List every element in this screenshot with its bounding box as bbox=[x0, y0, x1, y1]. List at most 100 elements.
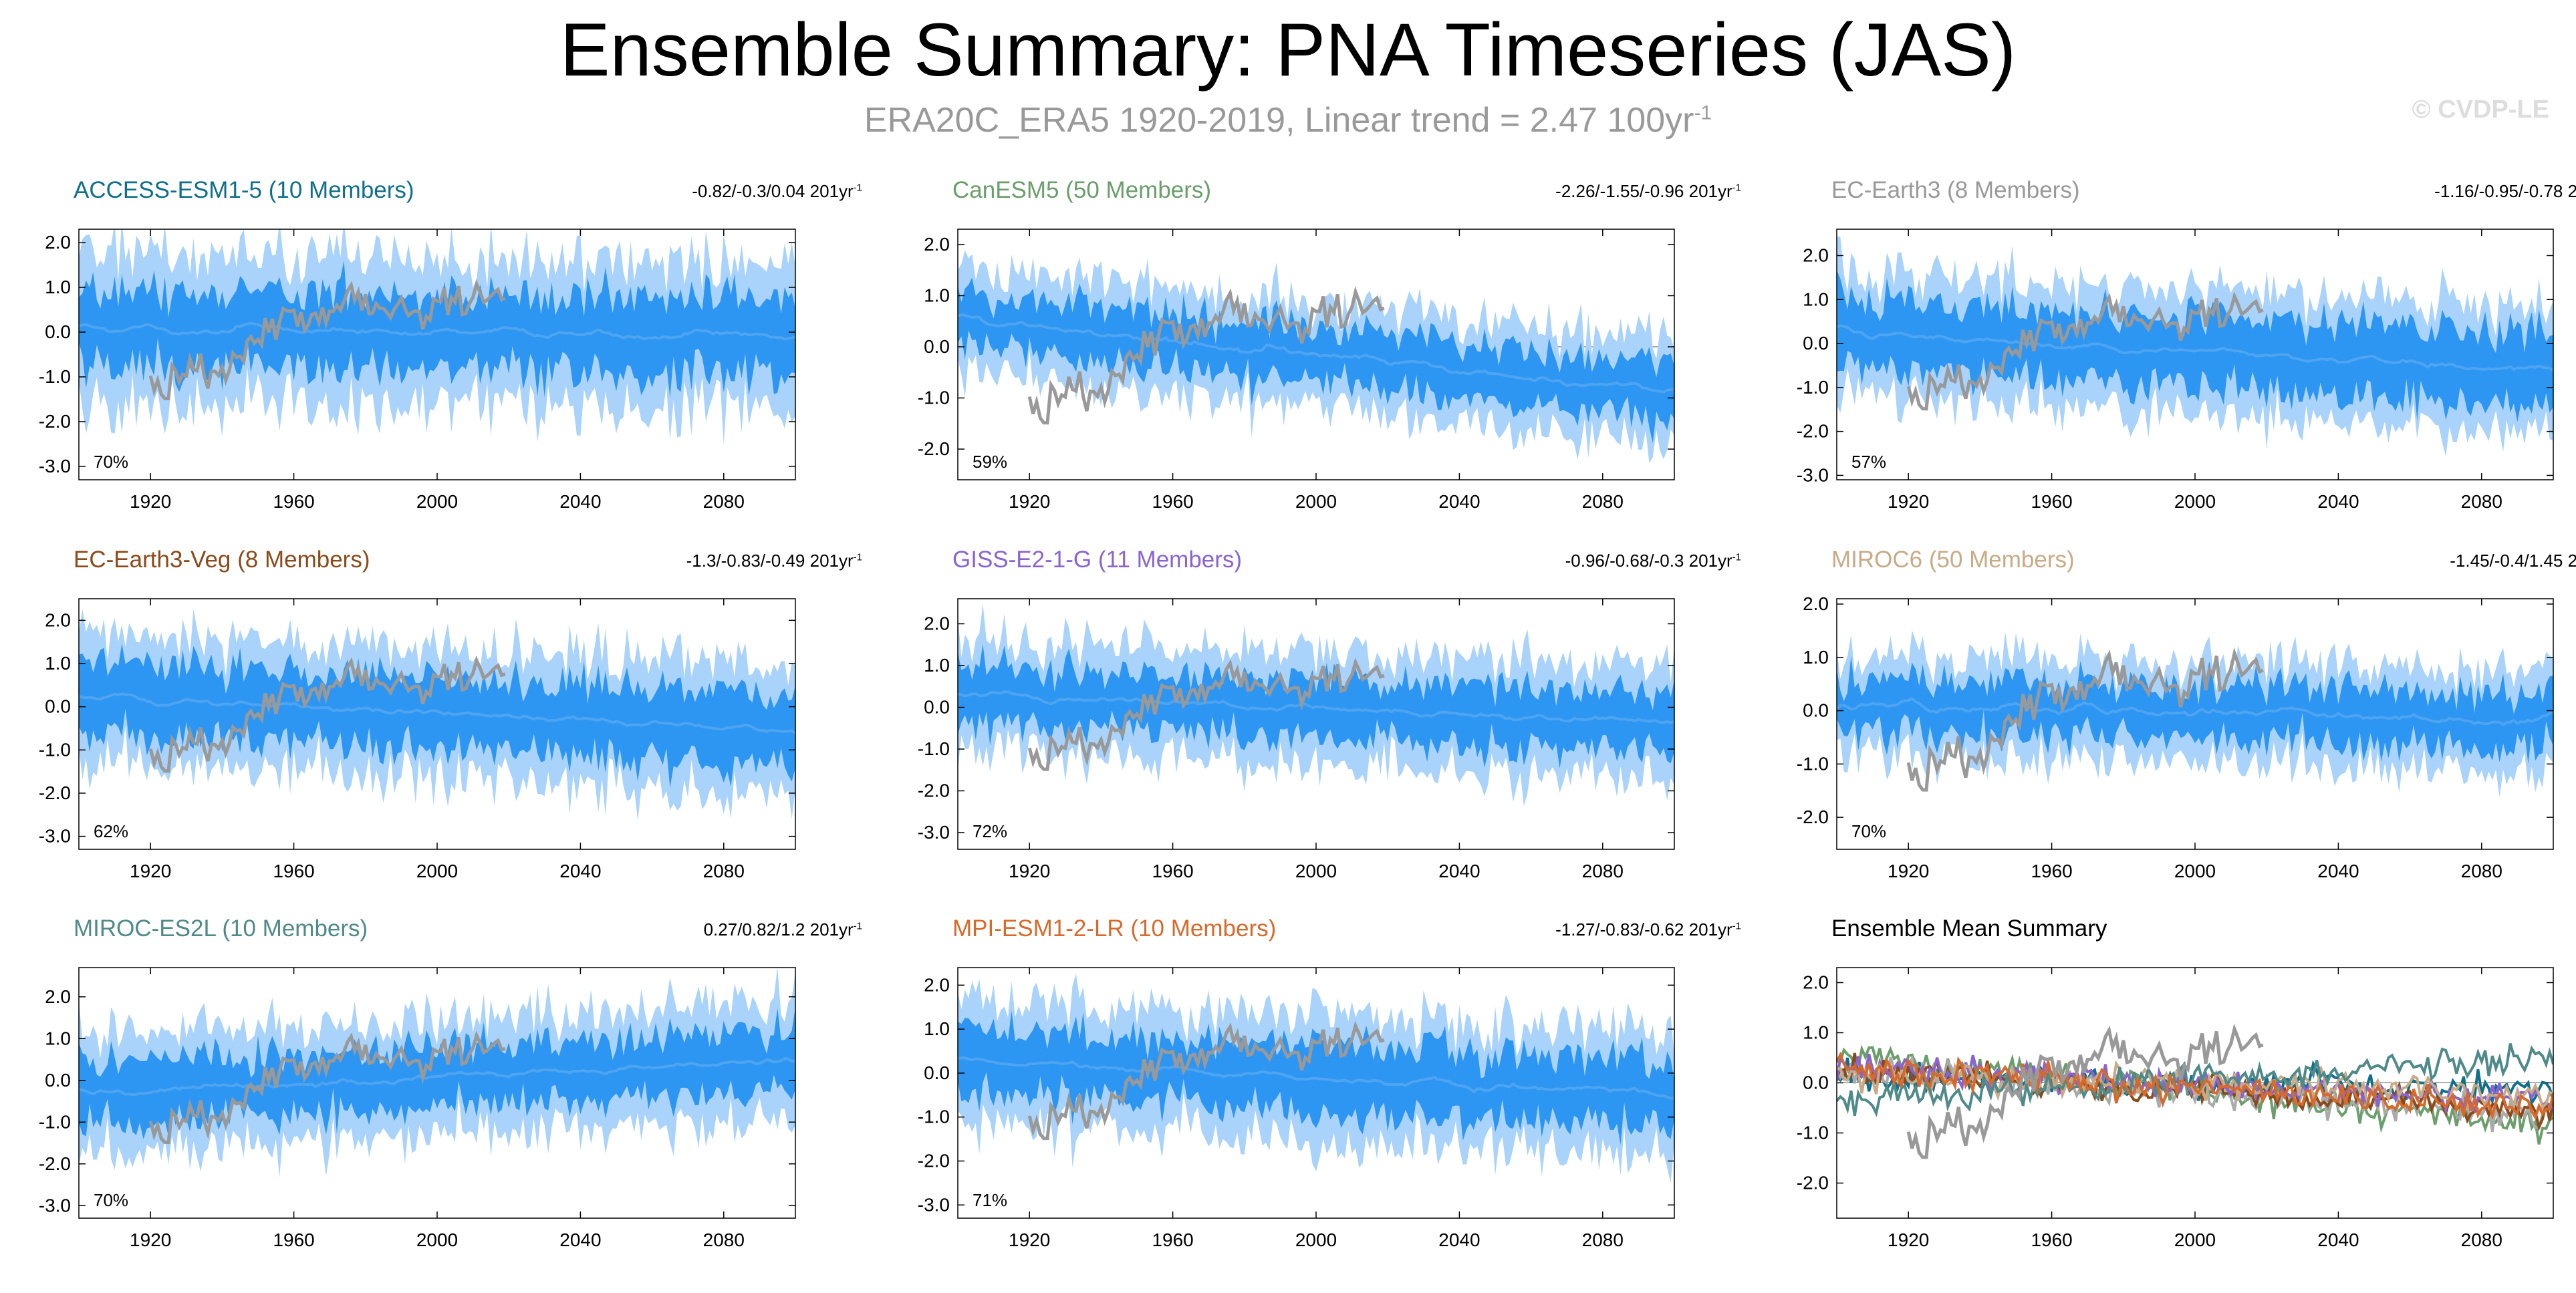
panel-title: MPI-ESM1-2-LR (10 Members) bbox=[952, 915, 1277, 942]
panel-title: MIROC6 (50 Members) bbox=[1831, 547, 2075, 573]
copyright-label: © CVDP-LE bbox=[2412, 96, 2549, 124]
percent-label: 57% bbox=[1851, 452, 1886, 472]
observed-line bbox=[1027, 286, 1385, 425]
chart-svg: 2.0 1.0 0.0 -1.0 -2.0 -3.0 1920 1960 2000 2040 208… bbox=[918, 967, 1675, 1250]
trend-range-exponent: -1 bbox=[853, 920, 862, 932]
inner-spread-band bbox=[1837, 656, 2553, 764]
percent-label: 70% bbox=[94, 1190, 128, 1210]
inner-spread-band bbox=[958, 277, 1674, 443]
y-tick-label: -2.0 bbox=[39, 1153, 71, 1174]
x-tick-label: 2040 bbox=[1438, 491, 1480, 512]
x-tick-label: 2000 bbox=[416, 861, 458, 881]
trend-range-exponent: -1 bbox=[1732, 182, 1741, 194]
y-tick-label: -2.0 bbox=[1797, 1173, 1829, 1193]
x-tick-label: 1960 bbox=[2031, 1230, 2072, 1250]
observed-line bbox=[148, 1030, 506, 1145]
x-tick-label: 2040 bbox=[559, 1230, 601, 1250]
inner-spread-band bbox=[79, 643, 795, 788]
y-tick-label: -3.0 bbox=[1797, 464, 1829, 485]
x-tick-label: 1960 bbox=[273, 491, 314, 512]
y-tick-label: -2.0 bbox=[39, 782, 71, 803]
y-tick-label: 1.0 bbox=[924, 285, 950, 305]
panel-mpi-esm1-2-lr: MPI-ESM1-2-LR (10 Members) -1.27/-0.83/-0… bbox=[918, 915, 1741, 1276]
x-tick-label: 2040 bbox=[2317, 491, 2359, 512]
x-tick-label: 2080 bbox=[1582, 861, 1624, 881]
x-tick-label: 2040 bbox=[2317, 1230, 2359, 1250]
trend-range-label: -0.82/-0.3/0.04 201yr-1 bbox=[692, 181, 862, 202]
y-tick-label: 2.0 bbox=[1803, 245, 1829, 265]
y-tick-label: -1.0 bbox=[1797, 753, 1829, 774]
y-tick-label: 0.0 bbox=[924, 336, 950, 357]
inner-spread-band bbox=[79, 260, 795, 398]
y-tick-label: -3.0 bbox=[918, 1194, 950, 1215]
observed-line bbox=[148, 655, 506, 773]
panel-access-esm1-5: ACCESS-ESM1-5 (10 Members) -0.82/-0.3/0.0… bbox=[39, 177, 862, 538]
x-tick-label: 2000 bbox=[2174, 1230, 2216, 1250]
trend-range-exponent: -1 bbox=[853, 182, 862, 194]
x-tick-label: 2080 bbox=[703, 1230, 745, 1250]
y-tick-label: -1.0 bbox=[1797, 377, 1829, 398]
x-tick-label: 2040 bbox=[1438, 861, 1480, 881]
plot-area bbox=[958, 974, 1674, 1183]
observed-line bbox=[1027, 658, 1385, 771]
y-tick-label: -1.0 bbox=[918, 738, 950, 759]
y-tick-label: -1.0 bbox=[39, 1111, 71, 1132]
y-tick-label: 2.0 bbox=[924, 234, 950, 255]
inner-spread-band bbox=[79, 1007, 795, 1139]
trend-range-text: -1.16/-0.95/-0.78 201yr bbox=[2434, 181, 2576, 201]
panel-title: MIROC-ES2L (10 Members) bbox=[74, 915, 368, 942]
y-tick-label: -1.0 bbox=[918, 1107, 950, 1127]
chart-svg: 2.0 1.0 0.0 -1.0 -2.0 -3.0 1920 1960 2000 2040 208… bbox=[39, 598, 796, 881]
y-tick-label: 0.0 bbox=[924, 1062, 950, 1083]
panel-title: EC-Earth3 (8 Members) bbox=[1831, 177, 2080, 203]
panel-ensemble-mean-summary: Ensemble Mean Summary 2.0 1.0 0.0 -1.0 -2.0 19… bbox=[1797, 915, 2576, 1276]
x-tick-label: 2080 bbox=[2461, 861, 2502, 881]
y-tick-label: 2.0 bbox=[45, 232, 71, 253]
subtitle-text: ERA20C_ERA5 1920-2019, Linear trend = 2.… bbox=[864, 101, 1694, 140]
observed-line bbox=[148, 279, 506, 401]
page-title: Ensemble Summary: PNA Timeseries (JAS) bbox=[559, 8, 2017, 92]
y-tick-label: 0.0 bbox=[924, 697, 950, 718]
y-tick-label: 1.0 bbox=[924, 1018, 950, 1039]
x-tick-label: 1920 bbox=[130, 861, 171, 881]
y-tick-label: 0.0 bbox=[45, 321, 71, 342]
trend-range-text: 0.27/0.82/1.2 201yr bbox=[703, 919, 854, 940]
trend-range-exponent: -1 bbox=[853, 551, 862, 563]
trend-range-exponent: -1 bbox=[1732, 920, 1741, 932]
y-tick-label: 0.0 bbox=[45, 1070, 71, 1091]
percent-label: 59% bbox=[973, 452, 1007, 472]
x-tick-label: 2000 bbox=[416, 491, 458, 512]
trend-range-text: -1.3/-0.83/-0.49 201yr bbox=[686, 551, 854, 571]
y-tick-label: -3.0 bbox=[918, 822, 950, 843]
trend-range-label: -1.3/-0.83/-0.49 201yr-1 bbox=[686, 551, 862, 571]
panel-title: EC-Earth3-Veg (8 Members) bbox=[74, 547, 370, 573]
trend-range-text: -0.82/-0.3/0.04 201yr bbox=[692, 181, 854, 201]
trend-range-label: -1.16/-0.95/-0.78 201yr-1 bbox=[2434, 181, 2576, 202]
x-tick-label: 2000 bbox=[1295, 491, 1337, 512]
trend-range-label: -1.27/-0.83/-0.62 201yr-1 bbox=[1555, 919, 1741, 940]
chart-svg: 2.0 1.0 0.0 -1.0 -2.0 1920 1960 2000 2040 2080 70% bbox=[1797, 593, 2554, 881]
page-subtitle: ERA20C_ERA5 1920-2019, Linear trend = 2.… bbox=[0, 100, 2576, 140]
x-tick-label: 2000 bbox=[416, 1230, 458, 1250]
trend-range-text: -1.45/-0.4/1.45 201yr bbox=[2450, 551, 2576, 571]
x-tick-label: 1920 bbox=[1009, 491, 1050, 512]
plot-area bbox=[958, 604, 1674, 807]
x-tick-label: 2040 bbox=[559, 861, 601, 881]
x-tick-label: 2080 bbox=[1582, 1230, 1624, 1250]
chart-svg: 2.0 1.0 0.0 -1.0 -2.0 -3.0 1920 1960 2000 2040 208… bbox=[918, 598, 1675, 881]
y-tick-label: 0.0 bbox=[1803, 700, 1829, 721]
panel-ec-earth3: EC-Earth3 (8 Members) -1.16/-0.95/-0.78 2… bbox=[1797, 177, 2576, 538]
x-tick-label: 1920 bbox=[1888, 1230, 1929, 1250]
trend-range-label: 0.27/0.82/1.2 201yr-1 bbox=[704, 919, 862, 940]
y-tick-label: 1.0 bbox=[1803, 289, 1829, 309]
x-tick-label: 2000 bbox=[2174, 861, 2216, 881]
y-tick-label: -2.0 bbox=[918, 780, 950, 801]
ensemble-mean-line bbox=[79, 692, 795, 735]
percent-label: 71% bbox=[973, 1190, 1007, 1210]
panel-giss-e2-1-g: GISS-E2-1-G (11 Members) -0.96/-0.68/-0.3… bbox=[918, 547, 1741, 907]
y-tick-label: -3.0 bbox=[39, 456, 71, 476]
trend-range-text: -0.96/-0.68/-0.3 201yr bbox=[1565, 551, 1732, 571]
trend-range-exponent: -1 bbox=[1732, 551, 1741, 563]
x-tick-label: 2080 bbox=[703, 491, 745, 512]
x-tick-label: 1960 bbox=[1152, 861, 1193, 881]
